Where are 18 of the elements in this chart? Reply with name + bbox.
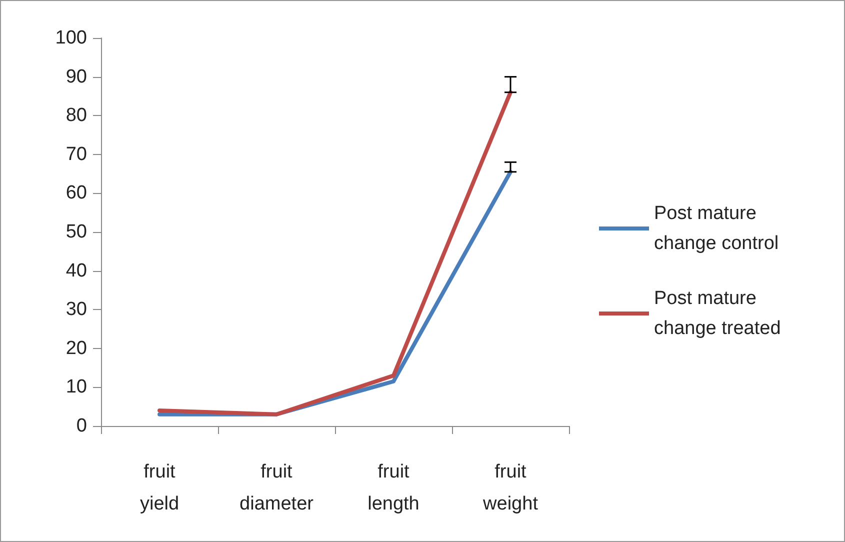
y-tick-label: 10 <box>66 376 87 398</box>
x-tick-label: fruit length <box>368 462 420 514</box>
y-tick-label: 20 <box>66 338 87 359</box>
y-tick-label: 30 <box>66 299 87 320</box>
x-tick-label: fruit weight <box>482 462 539 514</box>
y-tick-label: 40 <box>66 260 87 282</box>
legend-label: Post mature change control <box>654 203 779 254</box>
y-tick-label: 50 <box>66 222 87 242</box>
x-tick-label: fruit diameter <box>240 462 314 514</box>
y-tick-label: 100 <box>55 28 87 48</box>
y-tick-label: 90 <box>66 66 87 88</box>
line-series <box>158 90 512 416</box>
y-tick-label: 0 <box>76 416 87 436</box>
y-tick-label: 80 <box>66 105 87 126</box>
y-tick-label: 70 <box>66 144 87 165</box>
legend-label: Post mature change treated <box>654 288 781 339</box>
y-tick-label: 60 <box>66 182 87 204</box>
x-tick-label: fruit yield <box>140 462 180 514</box>
